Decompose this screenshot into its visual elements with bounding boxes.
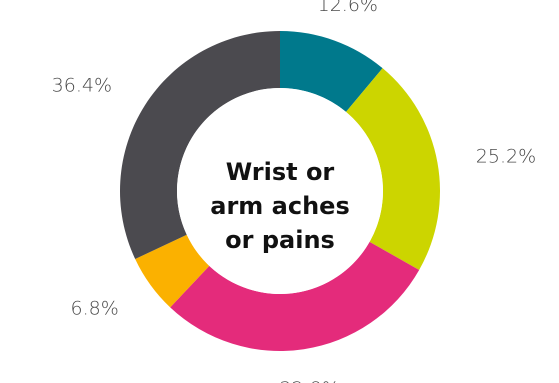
slice-3 <box>135 234 210 308</box>
slice-label-3: 6.8% <box>71 298 119 320</box>
slice-label-4: 36.4% <box>52 74 112 96</box>
center-label-line-1: Wrist or <box>226 158 335 186</box>
slice-label-2: 32.8% <box>279 378 339 383</box>
slice-1 <box>346 68 440 270</box>
center-label-line-3: or pains <box>225 226 335 254</box>
slice-label-1: 25.2% <box>476 146 536 168</box>
slice-label-0: 12.6% <box>318 0 378 16</box>
center-label-line-2: arm aches <box>210 192 349 220</box>
donut-slices <box>119 31 440 351</box>
slice-2 <box>170 241 420 351</box>
slice-0 <box>280 31 383 112</box>
center-label: Wrist or arm aches or pains <box>210 158 349 254</box>
slice-4 <box>119 31 280 259</box>
donut-hole <box>177 88 383 294</box>
slice-labels: 12.6% 25.2% 32.8% 6.8% 36.4% <box>52 0 537 383</box>
